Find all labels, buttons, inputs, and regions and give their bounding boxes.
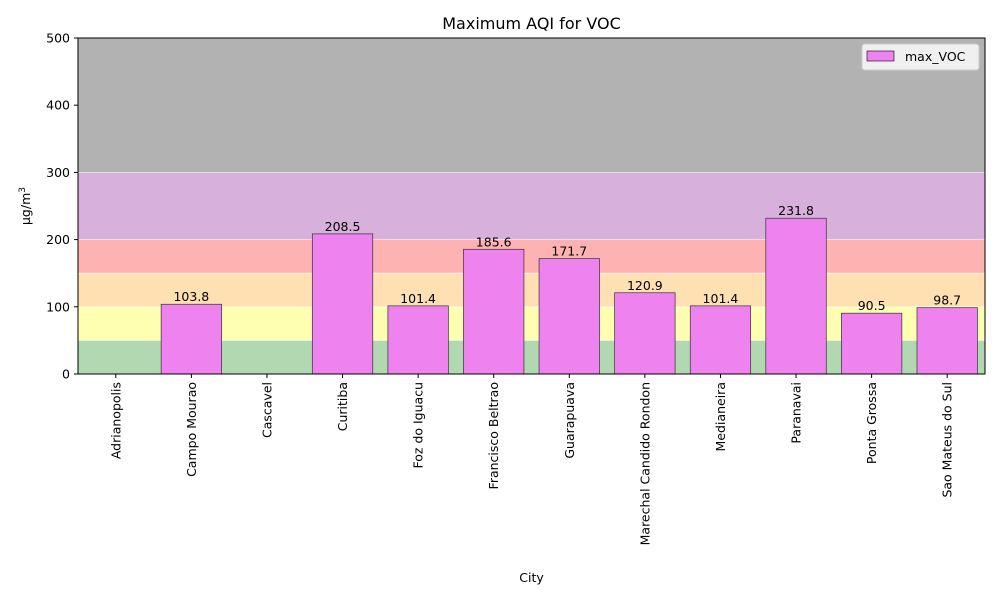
x-tick-label-5: Francisco Beltrao xyxy=(486,382,501,489)
legend: max_VOC xyxy=(861,43,980,71)
bar-1 xyxy=(160,303,222,375)
x-tick-label-2: Cascavel xyxy=(259,382,274,438)
bar-11 xyxy=(916,307,978,375)
y-tick-label-5: 500 xyxy=(46,31,70,46)
bars xyxy=(160,217,978,375)
x-axis-label: City xyxy=(519,570,544,585)
y-axis-label-base: μg/m xyxy=(18,193,33,225)
x-tick-label-6: Guarapuava xyxy=(562,382,577,459)
chart-title: Maximum AQI for VOC xyxy=(442,14,621,33)
x-tick-label-0: Adrianopolis xyxy=(108,382,123,459)
x-tick-label-10: Ponta Grossa xyxy=(864,382,879,464)
data-label-5: 185.6 xyxy=(476,234,512,249)
x-tick-label-4: Foz do Iguacu xyxy=(411,382,426,468)
aqi-band-3 xyxy=(78,239,985,274)
x-tick-label-7: Marechal Candido Rondon xyxy=(637,382,652,545)
data-labels: 103.8 208.5 101.4 185.6 171.7 120.9 101.4 231.8… xyxy=(173,203,961,313)
y-tick-label-1: 100 xyxy=(46,299,70,314)
data-label-3: 208.5 xyxy=(325,219,361,234)
bar-6 xyxy=(538,258,600,375)
legend-box xyxy=(861,43,980,71)
data-label-7: 120.9 xyxy=(627,278,663,293)
y-axis: 0 100 200 300 400 500 xyxy=(46,31,78,382)
data-label-4: 101.4 xyxy=(400,291,436,306)
bar-8 xyxy=(689,305,752,375)
y-tick-label-3: 300 xyxy=(46,165,70,180)
data-label-11: 98.7 xyxy=(933,293,961,308)
legend-label: max_VOC xyxy=(905,49,966,64)
y-axis-label: μg/m3 xyxy=(18,187,33,225)
x-tick-label-3: Curitiba xyxy=(335,382,350,431)
aqi-band-5 xyxy=(78,38,985,173)
bar-5 xyxy=(463,248,525,375)
legend-swatch xyxy=(866,50,895,62)
aqi-bands xyxy=(78,38,985,374)
bar-9 xyxy=(765,217,827,375)
bar-4 xyxy=(387,305,449,375)
data-label-1: 103.8 xyxy=(173,289,209,304)
bar-7 xyxy=(614,292,676,375)
plot-frame xyxy=(77,37,986,375)
x-tick-label-8: Medianeira xyxy=(713,382,728,451)
y-tick-label-4: 400 xyxy=(46,98,70,113)
data-label-6: 171.7 xyxy=(551,244,587,259)
x-tick-label-9: Paranavai xyxy=(789,382,804,444)
bar-10 xyxy=(841,312,903,375)
x-tick-label-11: Sao Mateus do Sul xyxy=(940,382,955,498)
aqi-band-0 xyxy=(78,340,985,374)
data-label-8: 101.4 xyxy=(703,291,739,306)
bar-3 xyxy=(311,233,374,375)
x-axis: Adrianopolis Campo Mourao Cascavel Curitiba… xyxy=(108,374,955,545)
aqi-band-1 xyxy=(78,306,985,341)
aqi-band-2 xyxy=(78,273,985,307)
y-tick-label-2: 200 xyxy=(46,232,70,247)
x-tick-label-1: Campo Mourao xyxy=(184,382,199,477)
aqi-band-4 xyxy=(78,172,985,240)
y-axis-label-superscript: 3 xyxy=(18,187,28,193)
data-label-10: 90.5 xyxy=(858,298,886,313)
data-label-9: 231.8 xyxy=(778,203,814,218)
y-tick-label-0: 0 xyxy=(62,367,70,382)
